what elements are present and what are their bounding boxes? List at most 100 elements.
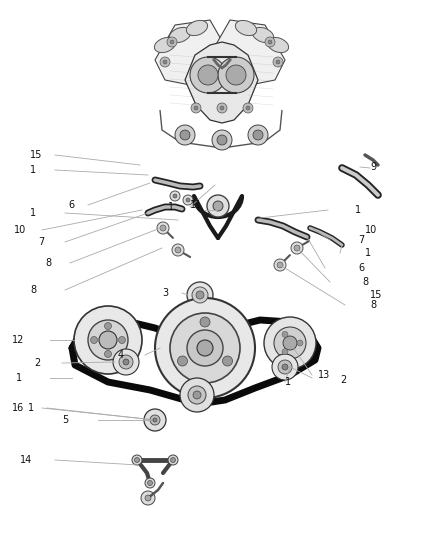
Circle shape	[134, 457, 139, 463]
Circle shape	[297, 340, 303, 346]
Circle shape	[226, 65, 246, 85]
Circle shape	[278, 360, 292, 374]
Circle shape	[163, 60, 167, 64]
Circle shape	[282, 332, 288, 337]
Circle shape	[198, 65, 218, 85]
Text: 16: 16	[12, 403, 24, 413]
Circle shape	[123, 359, 129, 365]
Text: 2: 2	[340, 375, 346, 385]
Ellipse shape	[235, 20, 257, 36]
Circle shape	[145, 478, 155, 488]
Circle shape	[294, 245, 300, 251]
Circle shape	[217, 135, 227, 145]
Circle shape	[177, 356, 187, 366]
Circle shape	[217, 103, 227, 113]
Text: 2: 2	[34, 358, 40, 368]
Text: 8: 8	[45, 258, 51, 268]
Circle shape	[191, 103, 201, 113]
Circle shape	[150, 415, 160, 425]
Circle shape	[213, 201, 223, 211]
Circle shape	[265, 37, 275, 47]
Circle shape	[291, 242, 303, 254]
Circle shape	[274, 259, 286, 271]
Circle shape	[141, 491, 155, 505]
Text: 8: 8	[362, 277, 368, 287]
Circle shape	[268, 40, 272, 44]
Circle shape	[170, 191, 180, 201]
Circle shape	[264, 317, 316, 369]
Circle shape	[148, 481, 152, 486]
Circle shape	[153, 418, 157, 422]
Circle shape	[167, 37, 177, 47]
Text: 3: 3	[162, 288, 168, 298]
Circle shape	[173, 194, 177, 198]
Text: 13: 13	[318, 370, 330, 380]
Circle shape	[172, 244, 184, 256]
Circle shape	[223, 356, 233, 366]
Circle shape	[144, 409, 166, 431]
Text: 1: 1	[168, 202, 174, 212]
Circle shape	[113, 349, 139, 375]
Circle shape	[105, 322, 112, 329]
Circle shape	[243, 103, 253, 113]
Text: 4: 4	[118, 350, 124, 360]
Text: 9: 9	[370, 162, 376, 172]
Circle shape	[197, 340, 213, 356]
Circle shape	[119, 355, 133, 369]
Circle shape	[220, 106, 224, 110]
Text: 5: 5	[62, 415, 68, 425]
Circle shape	[246, 106, 250, 110]
Circle shape	[168, 455, 178, 465]
Text: 1: 1	[30, 165, 36, 175]
Circle shape	[282, 349, 288, 354]
Text: 7: 7	[38, 237, 44, 247]
Circle shape	[91, 336, 98, 343]
Ellipse shape	[267, 37, 289, 53]
Text: 11: 11	[190, 200, 202, 210]
Text: 10: 10	[14, 225, 26, 235]
Circle shape	[218, 57, 254, 93]
Text: 15: 15	[30, 150, 42, 160]
Text: 8: 8	[30, 285, 36, 295]
Circle shape	[194, 106, 198, 110]
Circle shape	[196, 291, 204, 299]
Circle shape	[157, 222, 169, 234]
Circle shape	[155, 298, 255, 398]
Circle shape	[170, 313, 240, 383]
Text: 1: 1	[355, 205, 361, 215]
Circle shape	[99, 331, 117, 349]
Circle shape	[186, 198, 190, 202]
Circle shape	[277, 262, 283, 268]
Ellipse shape	[170, 27, 191, 43]
Circle shape	[105, 351, 112, 358]
Circle shape	[187, 282, 213, 308]
Text: 1: 1	[30, 208, 36, 218]
Text: 10: 10	[365, 225, 377, 235]
Text: 1: 1	[16, 373, 22, 383]
Circle shape	[74, 306, 142, 374]
Text: 1: 1	[285, 377, 291, 387]
Circle shape	[282, 364, 288, 370]
Circle shape	[175, 125, 195, 145]
Text: 14: 14	[20, 455, 32, 465]
Text: 1: 1	[365, 248, 371, 258]
Circle shape	[274, 327, 306, 359]
Circle shape	[190, 57, 226, 93]
Polygon shape	[155, 20, 230, 85]
Circle shape	[170, 40, 174, 44]
Polygon shape	[185, 42, 258, 123]
Circle shape	[253, 130, 263, 140]
Circle shape	[248, 125, 268, 145]
Ellipse shape	[187, 20, 208, 36]
Text: 6: 6	[358, 263, 364, 273]
Circle shape	[160, 57, 170, 67]
Circle shape	[212, 130, 232, 150]
Circle shape	[88, 320, 128, 360]
Circle shape	[207, 195, 229, 217]
Circle shape	[273, 57, 283, 67]
Circle shape	[187, 330, 223, 366]
Circle shape	[170, 457, 176, 463]
Circle shape	[276, 60, 280, 64]
Text: 7: 7	[358, 235, 364, 245]
Circle shape	[145, 495, 151, 501]
